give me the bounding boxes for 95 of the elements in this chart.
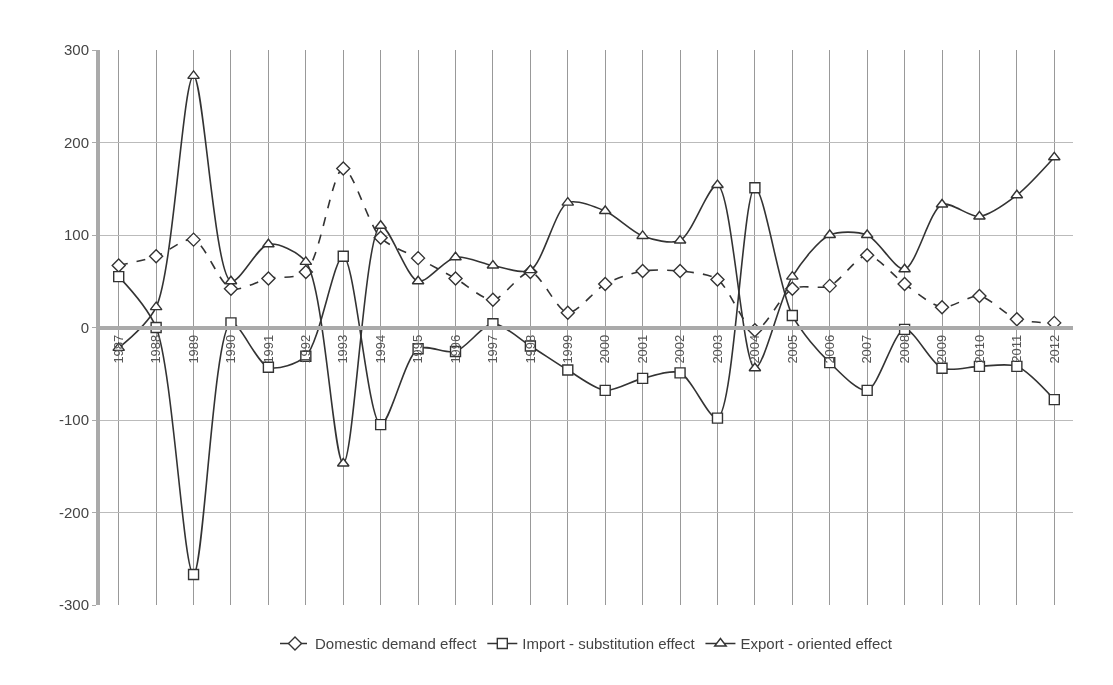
x-tick-label: 2009 xyxy=(934,334,950,364)
point xyxy=(562,364,574,376)
point xyxy=(599,384,611,397)
x-tick-label: 2007 xyxy=(859,334,875,364)
x-tick-label: 2000 xyxy=(597,334,613,364)
point xyxy=(261,238,275,248)
x-tick-label: 1990 xyxy=(223,334,239,364)
point xyxy=(785,270,799,280)
point xyxy=(148,249,164,264)
point xyxy=(674,367,686,379)
point xyxy=(149,301,163,311)
point xyxy=(224,275,238,285)
point xyxy=(336,457,350,467)
point xyxy=(598,205,612,215)
y-tick-label: 100 xyxy=(63,226,89,244)
x-tick-label: 2011 xyxy=(1009,334,1025,363)
point xyxy=(710,272,725,287)
point xyxy=(561,196,575,206)
point xyxy=(934,299,950,315)
y-tick-label: -300 xyxy=(58,596,89,614)
point xyxy=(373,230,388,245)
point xyxy=(785,281,800,296)
y-tick-label: -100 xyxy=(58,411,89,429)
x-tick-label: 2010 xyxy=(971,334,987,364)
point xyxy=(748,362,762,372)
x-tick-label: 1998 xyxy=(522,334,538,364)
point xyxy=(673,234,687,244)
point xyxy=(523,264,537,274)
x-tick-label: 2001 xyxy=(634,334,650,364)
point xyxy=(859,248,875,263)
point xyxy=(298,264,314,280)
x-tick-label: 1988 xyxy=(148,334,164,364)
point xyxy=(111,258,126,273)
x-tick-label: 2012 xyxy=(1046,334,1062,364)
point xyxy=(823,229,837,239)
y-tick-label: -200 xyxy=(58,503,89,521)
x-tick-label: 1997 xyxy=(485,334,501,364)
y-tick-label: 200 xyxy=(63,133,89,151)
x-tick-label: 1993 xyxy=(335,334,351,364)
point xyxy=(448,271,463,286)
point xyxy=(972,210,986,220)
x-tick-label: 2006 xyxy=(821,334,837,364)
point xyxy=(897,276,912,292)
point xyxy=(711,412,724,424)
point xyxy=(1048,393,1060,406)
x-tick-label: 1991 xyxy=(260,334,276,364)
x-tick-label: 1989 xyxy=(185,334,201,364)
y-tick-label: 300 xyxy=(63,41,89,59)
x-tick-label: 1994 xyxy=(372,334,388,364)
point xyxy=(672,263,688,279)
point xyxy=(936,362,948,374)
x-tick-label: 1992 xyxy=(298,334,314,364)
point xyxy=(336,161,351,176)
point xyxy=(636,230,650,240)
x-tick-label: 2004 xyxy=(747,334,763,364)
x-tick-label: 2008 xyxy=(896,334,912,364)
point xyxy=(299,256,313,266)
point xyxy=(187,70,201,80)
point xyxy=(972,288,987,304)
point xyxy=(1009,311,1025,327)
point xyxy=(113,270,125,283)
point xyxy=(749,182,761,194)
point xyxy=(449,251,462,261)
point xyxy=(186,232,201,247)
point xyxy=(711,179,724,189)
point xyxy=(598,276,613,292)
x-tick-label: 1996 xyxy=(447,334,463,364)
point xyxy=(635,263,650,279)
point xyxy=(374,418,387,431)
point xyxy=(560,305,575,320)
point xyxy=(337,250,349,262)
legend-label: Domestic demand effect xyxy=(315,635,478,653)
x-tick-label: 1999 xyxy=(560,334,576,364)
point xyxy=(1010,189,1024,199)
point xyxy=(411,275,425,285)
point xyxy=(822,278,837,294)
legend-label: Import - substitution effect xyxy=(522,635,696,653)
point xyxy=(187,568,200,581)
point xyxy=(935,198,949,208)
point xyxy=(860,229,874,239)
point xyxy=(261,271,276,286)
legend-label: Export - oriented effect xyxy=(740,635,893,653)
point xyxy=(485,292,501,307)
y-tick-label: 0 xyxy=(80,318,89,336)
point xyxy=(861,384,873,397)
point xyxy=(410,250,426,266)
x-tick-label: 2003 xyxy=(709,334,725,364)
point xyxy=(898,263,912,273)
point xyxy=(636,372,649,385)
point xyxy=(786,309,799,322)
point xyxy=(1047,151,1061,161)
x-tick-label: 1995 xyxy=(410,334,426,364)
x-tick-label: 2002 xyxy=(672,334,688,364)
x-tick-label: 2005 xyxy=(784,334,800,364)
point xyxy=(486,259,500,269)
